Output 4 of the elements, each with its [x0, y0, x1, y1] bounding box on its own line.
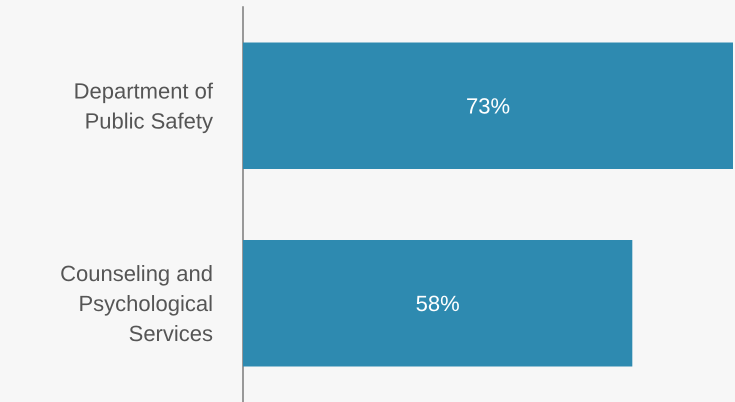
data-label: 58%: [416, 290, 460, 316]
y-tick-label: Counseling and Psychological Services: [60, 260, 213, 346]
data-label: 73%: [466, 93, 510, 118]
y-tick-label: Department of Public Safety: [74, 78, 214, 134]
